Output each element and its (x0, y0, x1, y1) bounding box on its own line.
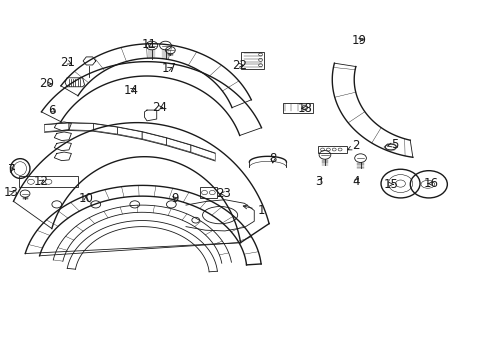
Text: 23: 23 (216, 187, 231, 200)
Text: 10: 10 (79, 192, 93, 205)
Text: 16: 16 (423, 177, 437, 190)
Text: 6: 6 (48, 104, 56, 117)
Text: 13: 13 (4, 186, 19, 199)
Text: 21: 21 (61, 56, 75, 69)
Text: 15: 15 (383, 178, 397, 191)
Text: 2: 2 (347, 139, 359, 152)
Text: 24: 24 (151, 101, 166, 114)
Text: 14: 14 (123, 84, 139, 97)
Text: 1: 1 (243, 204, 265, 217)
Text: 9: 9 (171, 192, 179, 205)
Text: 4: 4 (351, 175, 359, 188)
Text: 19: 19 (351, 33, 366, 47)
Text: 7: 7 (8, 163, 15, 176)
Text: 22: 22 (232, 59, 246, 72)
Text: 3: 3 (315, 175, 322, 188)
Text: 12: 12 (33, 175, 48, 188)
Text: 20: 20 (40, 77, 54, 90)
Text: 8: 8 (268, 152, 276, 165)
Text: 11: 11 (142, 38, 157, 51)
Text: 5: 5 (387, 138, 398, 150)
Text: 17: 17 (161, 62, 176, 75)
Text: 18: 18 (297, 102, 312, 115)
